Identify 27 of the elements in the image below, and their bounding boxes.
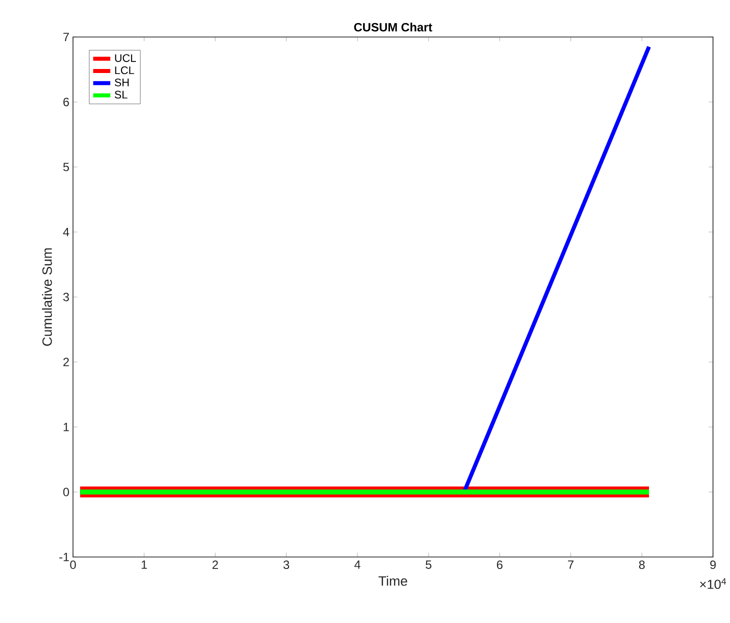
x-tick-label: 6 bbox=[496, 560, 502, 570]
y-tick-label: 7 bbox=[63, 32, 69, 42]
y-axis-title: Cumulative Sum bbox=[42, 248, 52, 346]
y-tick-label: 3 bbox=[63, 292, 69, 302]
x-tick-label: 8 bbox=[639, 560, 645, 570]
text: ×10$^{4}$ bbox=[700, 578, 726, 589]
y-tick-label: 0 bbox=[63, 488, 70, 496]
x-tick-label: 4 bbox=[354, 560, 360, 569]
y-tick-label: 1 bbox=[64, 422, 69, 432]
x-tick-label: 2 bbox=[212, 560, 218, 569]
chart-title: CUSUM Chart bbox=[354, 22, 432, 32]
legend-label: LCL bbox=[115, 66, 134, 74]
y-tick-label: 2 bbox=[63, 358, 69, 366]
legend-label: UCL bbox=[115, 54, 136, 62]
x-tick-label: 1 bbox=[142, 560, 147, 569]
legend-label: SL bbox=[114, 90, 128, 99]
y-tick-label: 5 bbox=[63, 162, 69, 172]
x-axis-title: Time bbox=[378, 576, 408, 586]
y-tick-label: 6 bbox=[63, 98, 69, 106]
x-tick-label: 7 bbox=[568, 560, 574, 569]
x-tick-label: 9 bbox=[710, 560, 716, 570]
y-tick-label: -1 bbox=[59, 552, 69, 562]
x-tick-label: 3 bbox=[283, 560, 290, 570]
x-tick-label: 5 bbox=[426, 560, 432, 569]
x-tick-label: 0 bbox=[70, 560, 76, 570]
y-tick-label: 4 bbox=[63, 228, 70, 236]
legend-label: SH bbox=[114, 78, 129, 86]
